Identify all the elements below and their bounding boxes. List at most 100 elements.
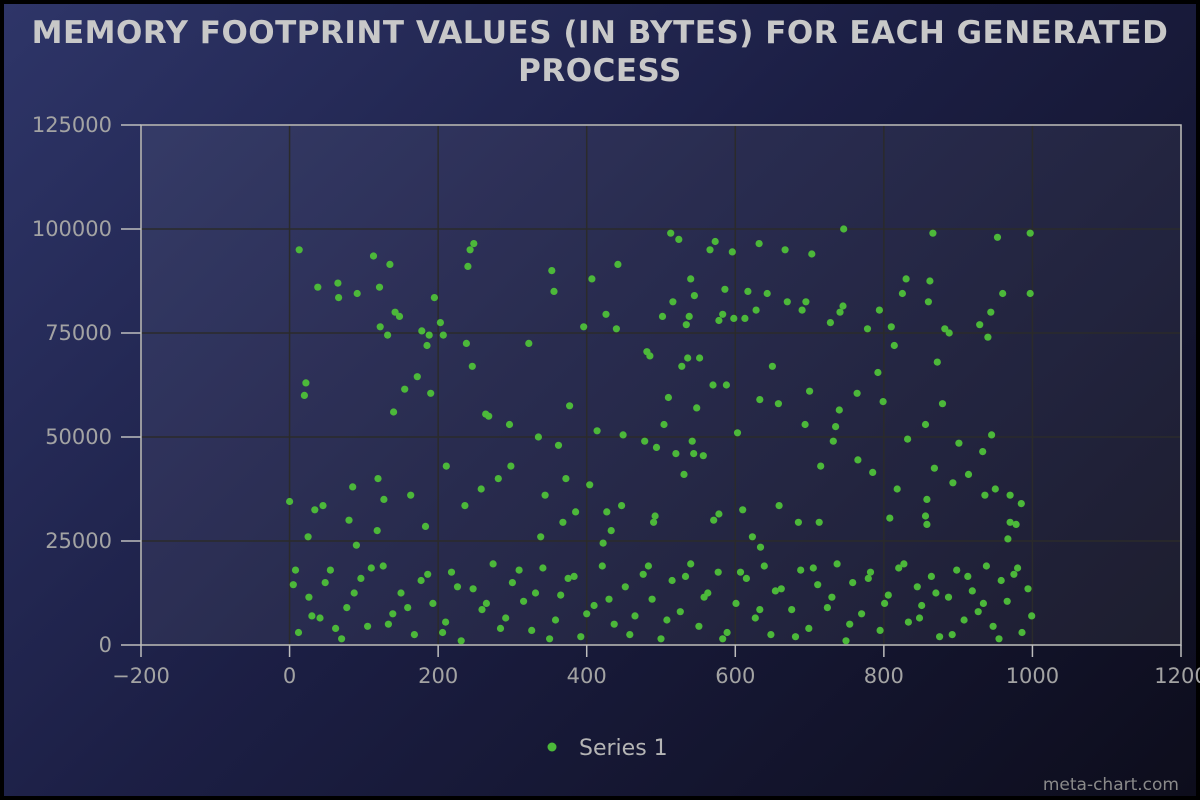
data-point — [775, 502, 783, 510]
y-tick-label: 125000 — [32, 113, 112, 137]
data-point — [614, 260, 622, 268]
data-point — [695, 622, 703, 630]
data-point — [924, 298, 933, 306]
x-tick-label: 0 — [283, 664, 296, 688]
data-point — [603, 508, 611, 516]
data-point — [562, 475, 570, 483]
data-point — [427, 389, 435, 397]
data-point — [794, 518, 803, 526]
data-point — [590, 601, 598, 610]
x-tick-label: 800 — [864, 664, 904, 688]
legend[interactable]: Series 1 — [547, 736, 668, 761]
data-point — [995, 635, 1003, 643]
data-point — [763, 289, 771, 298]
data-point — [685, 312, 693, 320]
data-point — [345, 516, 353, 524]
data-point — [688, 437, 696, 445]
data-point — [311, 506, 319, 514]
data-point — [948, 631, 956, 639]
data-point — [588, 275, 596, 283]
data-point — [774, 400, 783, 408]
data-point — [817, 462, 825, 470]
data-point — [809, 564, 817, 572]
data-point — [898, 289, 907, 298]
data-point — [828, 593, 836, 601]
data-point — [429, 599, 437, 608]
data-point — [756, 543, 765, 551]
x-tick-label: 400 — [567, 664, 607, 688]
data-point — [968, 587, 976, 595]
data-point — [864, 574, 872, 583]
data-point — [706, 246, 714, 254]
data-point — [326, 566, 334, 574]
data-point — [900, 560, 908, 568]
data-point — [494, 475, 502, 483]
data-point — [823, 604, 832, 612]
data-point — [384, 620, 392, 628]
data-point — [430, 294, 438, 302]
data-point — [879, 398, 887, 406]
data-point — [539, 564, 547, 572]
data-point — [805, 624, 813, 633]
data-point — [353, 289, 361, 298]
data-point — [570, 572, 578, 581]
data-point — [462, 339, 470, 347]
data-point — [886, 514, 894, 522]
data-point — [840, 225, 848, 233]
data-point — [739, 506, 747, 514]
data-point — [672, 450, 680, 458]
data-point — [887, 323, 895, 331]
data-point — [349, 483, 357, 491]
data-point — [829, 437, 837, 445]
data-point — [955, 439, 963, 447]
data-point — [648, 595, 656, 603]
data-point — [949, 479, 957, 487]
data-point — [866, 568, 875, 576]
data-point — [806, 387, 814, 395]
data-point — [748, 533, 757, 541]
data-point — [863, 325, 872, 333]
data-point — [386, 260, 394, 268]
series-points — [286, 225, 1036, 645]
data-point — [478, 606, 486, 614]
data-point — [853, 389, 861, 397]
data-point — [926, 277, 934, 285]
data-point — [836, 308, 844, 316]
data-point — [756, 606, 764, 614]
data-point — [721, 285, 729, 293]
data-point — [798, 306, 806, 314]
data-point — [781, 246, 789, 254]
data-point — [1006, 518, 1014, 526]
data-point — [631, 612, 639, 620]
data-point — [904, 435, 912, 443]
data-point — [496, 624, 505, 633]
plot-border — [140, 124, 1182, 646]
y-tick-label: 25000 — [45, 529, 112, 553]
data-point — [802, 298, 810, 306]
data-point — [379, 562, 387, 570]
data-point — [987, 308, 995, 316]
data-point — [767, 631, 775, 639]
data-point — [658, 312, 667, 320]
data-point — [927, 572, 936, 581]
data-point — [376, 323, 384, 331]
data-point — [470, 240, 478, 248]
data-point — [904, 618, 913, 626]
data-point — [664, 393, 673, 402]
data-point — [537, 533, 545, 541]
data-point — [755, 240, 763, 248]
data-point — [979, 448, 987, 456]
data-point — [938, 400, 947, 408]
data-point — [566, 402, 574, 410]
data-point — [525, 339, 533, 347]
legend-marker — [547, 742, 557, 752]
data-point — [577, 633, 585, 641]
data-point — [741, 314, 749, 322]
chart-title: MEMORY FOOTPRINT VALUES (IN BYTES) FOR E… — [31, 15, 1169, 89]
data-point — [295, 246, 303, 254]
data-point — [304, 533, 312, 541]
data-point — [583, 610, 591, 618]
data-point — [668, 576, 676, 585]
data-point — [404, 604, 412, 612]
